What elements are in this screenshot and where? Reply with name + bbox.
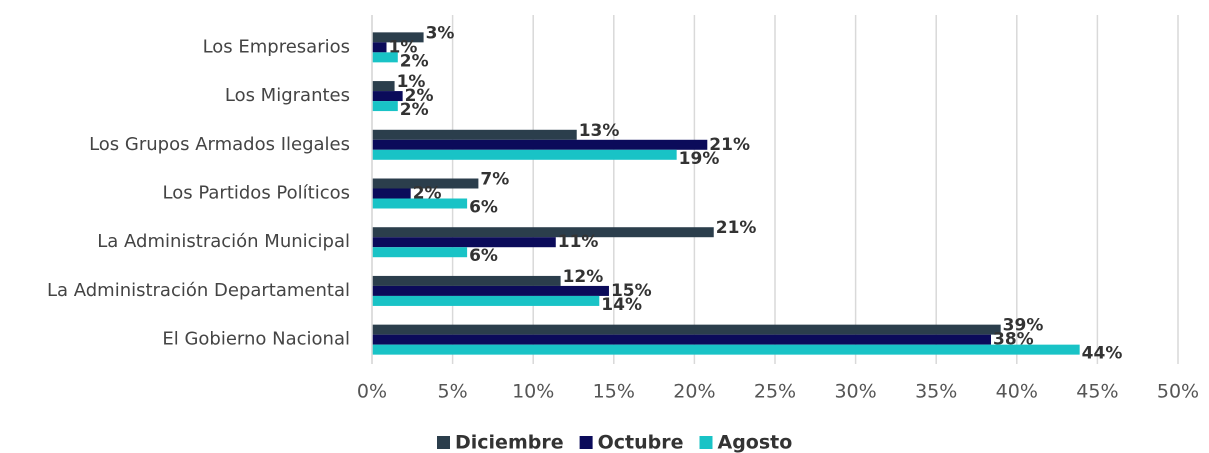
value-label: 3% <box>426 23 455 43</box>
bar <box>372 285 609 296</box>
bar <box>372 324 1001 335</box>
value-label: 39% <box>1003 316 1044 336</box>
bar <box>372 101 398 112</box>
x-tick-label: 20% <box>673 381 715 403</box>
bar <box>372 227 714 238</box>
bar <box>372 178 479 189</box>
value-label: 2% <box>400 100 429 120</box>
x-tick-label: 10% <box>512 381 554 403</box>
category-label: La Administración Departamental <box>47 280 350 301</box>
bar <box>372 275 561 286</box>
x-tick-label: 15% <box>593 381 635 403</box>
x-tick-label: 0% <box>357 381 387 403</box>
bar <box>372 139 708 150</box>
x-tick-label: 30% <box>834 381 876 403</box>
bar <box>372 149 677 160</box>
value-label: 19% <box>679 149 720 169</box>
x-tick-label: 45% <box>1076 381 1118 403</box>
value-label: 7% <box>480 170 509 190</box>
bar <box>372 81 395 92</box>
value-label: 2% <box>400 51 429 71</box>
bar <box>372 91 403 102</box>
bar <box>372 247 468 258</box>
bar <box>372 237 556 248</box>
legend-swatch <box>579 436 593 449</box>
x-tick-label: 5% <box>438 381 468 403</box>
bar <box>372 32 424 43</box>
value-label: 1% <box>397 72 426 92</box>
bar <box>372 129 577 140</box>
value-label: 44% <box>1082 344 1123 364</box>
x-tick-label: 25% <box>754 381 796 403</box>
category-label: La Administración Municipal <box>97 231 350 252</box>
value-label: 21% <box>709 135 750 155</box>
category-label: Los Migrantes <box>225 85 350 106</box>
bar <box>372 52 398 63</box>
value-label: 21% <box>716 218 757 238</box>
value-label: 2% <box>405 86 434 106</box>
legend-label: Octubre <box>598 432 684 453</box>
legend-swatch <box>437 436 450 449</box>
bar <box>372 344 1080 355</box>
bar <box>372 334 992 345</box>
value-label: 15% <box>611 281 652 301</box>
legend-label: Diciembre <box>455 432 564 453</box>
bar <box>372 295 600 306</box>
value-label: 6% <box>469 246 498 266</box>
value-label: 11% <box>558 232 599 252</box>
bar <box>372 42 387 53</box>
x-tick-label: 50% <box>1157 381 1199 403</box>
legend-swatch <box>699 436 713 449</box>
x-tick-label: 35% <box>915 381 957 403</box>
bar <box>372 188 411 199</box>
legend-label: Agosto <box>718 432 793 453</box>
category-label: El Gobierno Nacional <box>162 329 350 350</box>
bar <box>372 198 468 209</box>
x-tick-label: 40% <box>996 381 1038 403</box>
category-label: Los Partidos Políticos <box>163 183 350 204</box>
value-label: 14% <box>601 295 642 315</box>
value-label: 13% <box>579 121 620 141</box>
value-label: 6% <box>469 198 498 218</box>
category-label: Los Grupos Armados Ilegales <box>89 134 350 155</box>
value-label: 12% <box>563 267 604 287</box>
category-label: Los Empresarios <box>203 36 350 57</box>
